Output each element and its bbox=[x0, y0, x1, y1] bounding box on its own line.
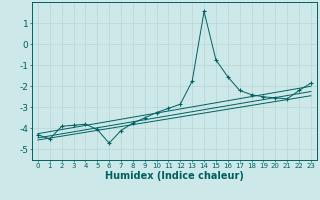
X-axis label: Humidex (Indice chaleur): Humidex (Indice chaleur) bbox=[105, 171, 244, 181]
